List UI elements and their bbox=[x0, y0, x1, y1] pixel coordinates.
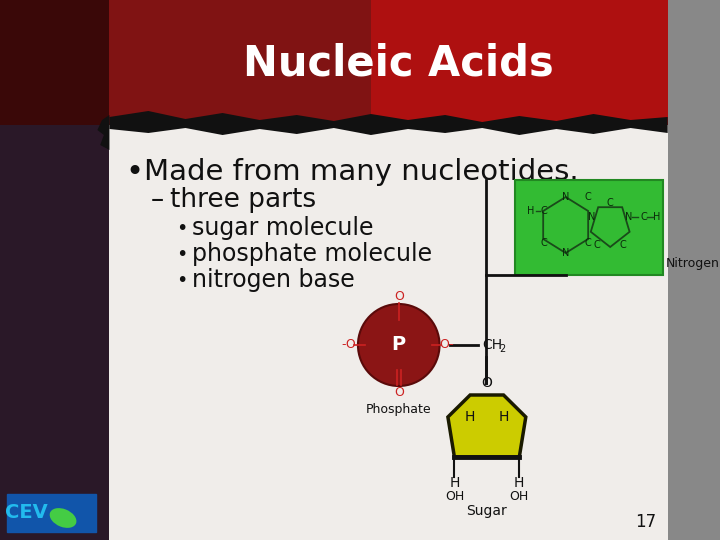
Text: C: C bbox=[585, 192, 591, 202]
Text: C: C bbox=[620, 240, 626, 250]
Text: N: N bbox=[562, 192, 570, 202]
Polygon shape bbox=[0, 0, 109, 540]
Text: Sugar: Sugar bbox=[467, 504, 507, 518]
Text: O: O bbox=[482, 376, 492, 390]
Text: sugar molecule: sugar molecule bbox=[192, 216, 374, 240]
Polygon shape bbox=[448, 395, 526, 457]
Text: H: H bbox=[653, 212, 660, 222]
Text: –: – bbox=[151, 187, 164, 213]
Polygon shape bbox=[109, 0, 667, 125]
Text: nitrogen base: nitrogen base bbox=[192, 268, 355, 292]
Ellipse shape bbox=[358, 304, 439, 386]
Text: OH: OH bbox=[510, 490, 529, 503]
Text: N: N bbox=[588, 212, 595, 222]
Text: H: H bbox=[465, 410, 475, 424]
Text: C: C bbox=[640, 212, 647, 222]
Text: 2: 2 bbox=[499, 344, 505, 354]
Polygon shape bbox=[109, 125, 667, 540]
Text: H: H bbox=[449, 476, 459, 490]
Text: O: O bbox=[394, 289, 404, 302]
Text: CH: CH bbox=[482, 338, 503, 352]
Polygon shape bbox=[109, 0, 371, 125]
Polygon shape bbox=[371, 0, 667, 125]
Text: •: • bbox=[176, 245, 188, 264]
Text: C: C bbox=[540, 238, 546, 248]
Text: C: C bbox=[540, 206, 546, 216]
Text: •: • bbox=[176, 219, 188, 238]
Text: H: H bbox=[514, 476, 524, 490]
Text: H: H bbox=[527, 206, 534, 216]
Text: Made from many nucleotides.: Made from many nucleotides. bbox=[144, 158, 578, 186]
Text: Nitrogen: Nitrogen bbox=[666, 257, 720, 270]
Text: OH: OH bbox=[445, 490, 464, 503]
Text: O: O bbox=[394, 387, 404, 400]
Text: -O: -O bbox=[341, 339, 356, 352]
Text: •: • bbox=[176, 271, 188, 289]
Text: •: • bbox=[125, 158, 143, 186]
Text: CEV: CEV bbox=[4, 503, 48, 523]
Polygon shape bbox=[97, 115, 109, 150]
Text: C: C bbox=[594, 240, 600, 250]
Text: N: N bbox=[625, 212, 632, 222]
Text: 17: 17 bbox=[636, 513, 657, 531]
Text: N: N bbox=[562, 248, 570, 258]
Ellipse shape bbox=[50, 508, 76, 528]
Polygon shape bbox=[109, 111, 667, 135]
FancyBboxPatch shape bbox=[7, 494, 96, 532]
Text: C: C bbox=[607, 198, 613, 208]
Text: three parts: three parts bbox=[170, 187, 316, 213]
Text: H: H bbox=[498, 410, 509, 424]
Text: phosphate molecule: phosphate molecule bbox=[192, 242, 432, 266]
Text: P: P bbox=[392, 335, 406, 354]
Text: Phosphate: Phosphate bbox=[366, 403, 431, 416]
Text: O-: O- bbox=[440, 339, 454, 352]
Text: Nucleic Acids: Nucleic Acids bbox=[243, 42, 554, 84]
Polygon shape bbox=[0, 0, 109, 125]
FancyBboxPatch shape bbox=[515, 180, 663, 275]
Text: C: C bbox=[585, 238, 591, 248]
